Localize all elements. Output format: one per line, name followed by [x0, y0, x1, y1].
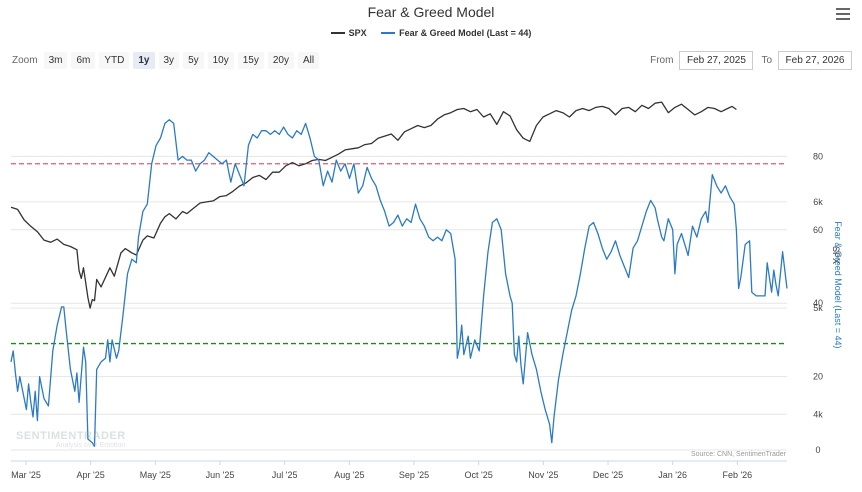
x-tick-label: Feb '26 — [722, 470, 752, 480]
series-layer — [10, 101, 788, 447]
zoom-label: Zoom — [12, 55, 38, 66]
legend-fear-greed-label: Fear & Greed Model (Last = 44) — [399, 28, 532, 38]
series-line-1 — [10, 119, 788, 447]
hamburger-menu-icon[interactable] — [836, 8, 850, 23]
y-tick-label-fg: 0 — [815, 445, 820, 455]
from-label: From — [650, 55, 674, 66]
from-date-input[interactable]: Feb 27, 2025 — [679, 51, 754, 70]
credits: Source: CNN, SentimenTrader — [690, 451, 786, 458]
x-tick-label: Sep '25 — [399, 470, 429, 480]
y-tick-label-fg: 80 — [813, 151, 823, 161]
to-label: To — [761, 55, 772, 66]
zoom-5y-button[interactable]: 5y — [183, 52, 204, 69]
legend-spx-label: SPX — [348, 28, 367, 38]
y-tick-label-fg: 20 — [813, 372, 823, 382]
y-tick-label-spx: 5k — [813, 303, 823, 313]
x-tick-label: Oct '25 — [465, 470, 493, 480]
x-tick-label: Nov '25 — [528, 470, 558, 480]
zoom-15y-button[interactable]: 15y — [237, 52, 264, 69]
x-tick-label: Apr '25 — [77, 470, 105, 480]
spx-axis-title: SPX — [831, 246, 841, 264]
x-tick-label: May '25 — [140, 470, 171, 480]
x-tick-label: Dec '25 — [593, 470, 623, 480]
zoom-20y-button[interactable]: 20y — [267, 52, 294, 69]
y-tick-label-spx: 6k — [813, 197, 823, 207]
zoom-bar: Zoom 3m 6m YTD 1y 3y 5y 10y 15y 20y All — [12, 52, 323, 69]
zoom-1y-button[interactable]: 1y — [133, 52, 155, 69]
x-tick-label: Jul '25 — [272, 470, 298, 480]
y-tick-label-fg: 60 — [813, 225, 823, 235]
watermark: SENTIMENTRADER Analysis over Emotion — [16, 430, 126, 449]
legend-item-fear-greed[interactable]: Fear & Greed Model (Last = 44) — [381, 28, 531, 38]
legend-item-spx[interactable]: SPX — [330, 28, 367, 38]
zoom-3m-button[interactable]: 3m — [43, 52, 68, 69]
zoom-6m-button[interactable]: 6m — [71, 52, 96, 69]
x-tick-label: Aug '25 — [334, 470, 364, 480]
y-tick-label-spx: 4k — [813, 409, 823, 419]
chart-title: Fear & Greed Model — [367, 4, 495, 20]
legend-fear-greed-swatch — [381, 32, 396, 34]
fg-axis-title: Fear & Greed Model (Last = 44) — [833, 221, 843, 348]
series-line-0 — [10, 101, 737, 309]
zoom-ytd-button[interactable]: YTD — [99, 52, 130, 69]
legend-spx-swatch — [330, 32, 345, 34]
x-tick-label: Mar '25 — [11, 470, 41, 480]
grid-layer — [11, 155, 787, 451]
watermark-subtitle: Analysis over Emotion — [56, 442, 126, 449]
to-date-input[interactable]: Feb 27, 2026 — [778, 51, 852, 70]
zoom-3y-button[interactable]: 3y — [158, 52, 180, 69]
y-tick-label-fg: 40 — [813, 298, 823, 308]
date-range: From Feb 27, 2025 To Feb 27, 2026 — [650, 51, 852, 70]
x-tick-label: Jun '25 — [206, 470, 235, 480]
zoom-10y-button[interactable]: 10y — [207, 52, 234, 69]
zoom-all-button[interactable]: All — [298, 52, 320, 69]
legend: SPX Fear & Greed Model (Last = 44) — [0, 26, 862, 38]
reference-lines — [11, 163, 787, 345]
watermark-title: SENTIMENTRADER — [16, 430, 126, 442]
x-tick-label: Jan '26 — [658, 470, 687, 480]
